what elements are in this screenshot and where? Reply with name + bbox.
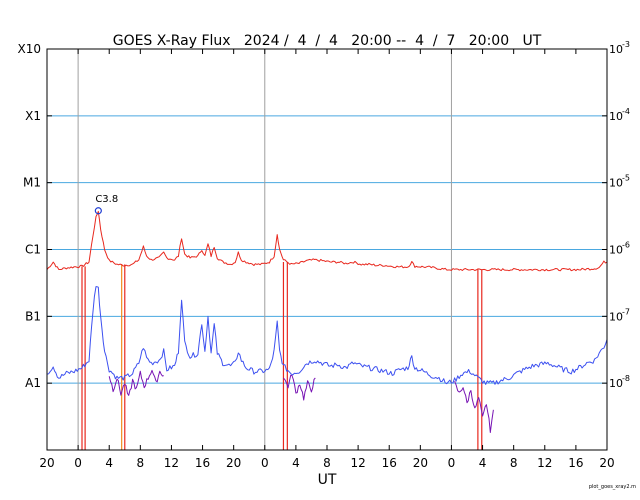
y-right-tick-base: 10 bbox=[609, 244, 623, 257]
y-class-label: A1 bbox=[25, 376, 41, 390]
flux-series-line bbox=[108, 369, 164, 396]
y-right-tick-base: 10 bbox=[609, 310, 623, 323]
y-right-tick-base: 10 bbox=[609, 110, 623, 123]
x-tick-label: 16 bbox=[568, 456, 583, 470]
y-right-tick-exponent: -6 bbox=[622, 241, 630, 250]
x-tick-label: 12 bbox=[537, 456, 552, 470]
peak-annotation-label: C3.8 bbox=[95, 194, 118, 205]
y-class-label: X1 bbox=[25, 109, 41, 123]
footer-filename: plot_goes_xray2.m bbox=[589, 484, 636, 490]
y-right-tick-exponent: -5 bbox=[622, 174, 630, 183]
x-tick-label: 0 bbox=[74, 456, 82, 470]
x-tick-label: 20 bbox=[39, 456, 54, 470]
label-layer: C3.8 20 0 4 8 12 16 20 0 4 8 12 16 20 0 4 8 12 16 20 X10 X1 M1… bbox=[18, 40, 630, 470]
y-class-label: C1 bbox=[25, 243, 41, 257]
x-tick-label: 4 bbox=[105, 456, 113, 470]
x-tick-label: 8 bbox=[510, 456, 518, 470]
x-tick-label: 4 bbox=[479, 456, 487, 470]
chart-title: GOES X-Ray Flux 2024 / 4 / 4 20:00 -- 4 … bbox=[113, 33, 542, 49]
y-class-label: M1 bbox=[23, 176, 41, 190]
x-tick-label: 8 bbox=[137, 456, 145, 470]
y-right-tick-base: 10 bbox=[609, 377, 623, 390]
tick-layer bbox=[46, 48, 608, 450]
x-tick-label: 20 bbox=[413, 456, 428, 470]
y-right-tick-exponent: -8 bbox=[622, 374, 630, 383]
x-tick-label: 16 bbox=[382, 456, 397, 470]
x-axis-label: UT bbox=[318, 472, 337, 488]
x-tick-label: 0 bbox=[448, 456, 456, 470]
x-tick-label: 4 bbox=[292, 456, 300, 470]
x-tick-label: 20 bbox=[226, 456, 241, 470]
y-class-label: X10 bbox=[18, 42, 42, 56]
flux-series-line bbox=[454, 381, 494, 433]
y-right-tick-exponent: -3 bbox=[622, 40, 630, 49]
x-tick-label: 12 bbox=[350, 456, 365, 470]
x-tick-label: 12 bbox=[164, 456, 179, 470]
y-class-label: B1 bbox=[25, 309, 41, 323]
y-right-tick-base: 10 bbox=[609, 43, 623, 56]
x-tick-label: 20 bbox=[599, 456, 614, 470]
flux-series-line bbox=[283, 374, 316, 401]
series-layer bbox=[46, 210, 608, 450]
x-tick-label: 0 bbox=[261, 456, 269, 470]
flux-series-line bbox=[46, 286, 608, 385]
peak-marker bbox=[94, 207, 102, 215]
y-right-tick-exponent: -7 bbox=[622, 307, 630, 316]
x-tick-label: 16 bbox=[195, 456, 210, 470]
y-right-tick-exponent: -4 bbox=[622, 107, 630, 116]
grid-layer bbox=[47, 49, 607, 450]
y-right-tick-base: 10 bbox=[609, 177, 623, 190]
flux-series-line bbox=[46, 210, 608, 272]
x-tick-label: 8 bbox=[323, 456, 331, 470]
